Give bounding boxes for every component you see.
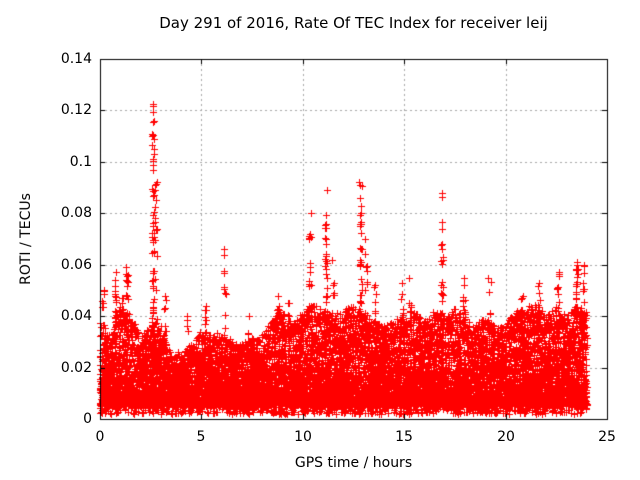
x-tick-label-15: 15 bbox=[395, 429, 413, 445]
y-tick-label-0.1: 0.1 bbox=[69, 154, 92, 170]
x-axis-label: GPS time / hours bbox=[294, 455, 413, 471]
y-tick-label-0: 0 bbox=[83, 411, 92, 427]
y-tick-label-0.06: 0.06 bbox=[60, 257, 92, 273]
y-tick-label-0.14: 0.14 bbox=[60, 51, 92, 67]
x-tick-label-0: 0 bbox=[95, 429, 105, 445]
y-tick-label-0.08: 0.08 bbox=[60, 205, 92, 221]
chart-title: Day 291 of 2016, Rate Of TEC Index for r… bbox=[159, 14, 548, 32]
x-tick-label-25: 25 bbox=[598, 429, 616, 445]
x-tick-label-10: 10 bbox=[294, 429, 312, 445]
x-tick-label-20: 20 bbox=[497, 429, 515, 445]
y-tick-label-0.12: 0.12 bbox=[60, 102, 92, 118]
y-tick-label-0.02: 0.02 bbox=[60, 360, 92, 376]
y-tick-label-0.04: 0.04 bbox=[60, 308, 92, 324]
x-tick-label-5: 5 bbox=[196, 429, 206, 445]
